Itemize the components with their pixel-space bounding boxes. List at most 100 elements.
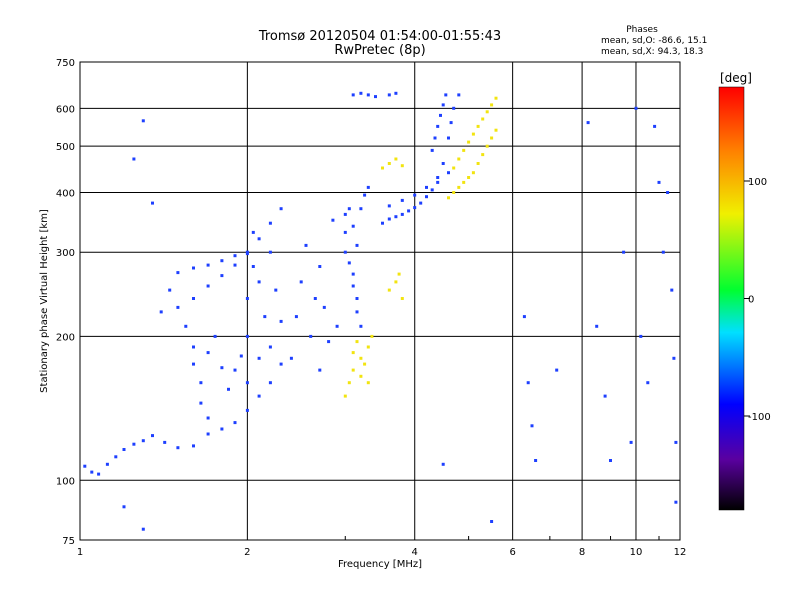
data-point <box>309 334 313 338</box>
data-point <box>436 124 440 128</box>
data-point <box>400 212 404 216</box>
data-point <box>318 368 322 372</box>
data-point <box>220 274 224 278</box>
data-point <box>370 334 374 338</box>
data-point <box>476 124 480 128</box>
data-point <box>176 305 180 309</box>
data-point <box>490 103 494 107</box>
data-point <box>471 171 475 175</box>
data-point <box>425 185 428 189</box>
data-point <box>646 381 650 385</box>
data-point <box>97 472 101 476</box>
data-point <box>206 284 210 288</box>
data-point <box>206 263 210 267</box>
data-point <box>381 221 384 225</box>
data-point <box>462 180 466 184</box>
data-point <box>279 362 283 366</box>
data-point <box>374 95 377 99</box>
data-point <box>366 185 370 189</box>
data-point <box>481 153 485 157</box>
chart-title: Tromsø 20120504 01:54:00-01:55:43 <box>258 29 501 44</box>
data-point <box>313 297 317 300</box>
legend-heading: Phases <box>626 25 658 35</box>
data-point <box>436 176 440 179</box>
data-point <box>245 252 249 256</box>
data-point <box>485 110 489 114</box>
data-point <box>257 280 261 284</box>
data-point <box>555 368 559 372</box>
data-point <box>413 206 417 210</box>
data-point <box>347 381 351 385</box>
y-tick-label: 75 <box>62 536 75 547</box>
data-point <box>132 157 136 161</box>
x-tick-label: 8 <box>579 547 585 558</box>
x-tick-label: 1 <box>77 547 83 558</box>
data-point <box>439 113 442 117</box>
colorbar-tick-label: 0 <box>748 295 754 306</box>
data-point <box>192 444 195 448</box>
chart-subtitle: RwPretec (8p) <box>334 43 425 58</box>
data-point <box>359 374 363 378</box>
colorbar-ticks: 100 0 -100 <box>744 177 771 423</box>
data-point <box>603 394 607 398</box>
data-point <box>366 93 370 97</box>
data-point <box>233 263 237 267</box>
data-point <box>122 448 126 451</box>
data-point <box>366 345 370 349</box>
data-point <box>343 394 347 398</box>
data-point <box>400 297 404 300</box>
data-point <box>159 310 163 314</box>
data-point <box>457 185 461 189</box>
data-point <box>318 265 322 268</box>
data-point <box>168 288 172 292</box>
data-point <box>257 356 261 360</box>
data-point <box>462 148 466 152</box>
data-point <box>176 446 180 450</box>
data-point <box>327 340 331 344</box>
data-point <box>413 193 417 197</box>
data-point <box>441 462 445 466</box>
data-point <box>122 505 126 509</box>
data-point <box>151 201 154 205</box>
x-axis-label: Frequency [MHz] <box>338 559 422 570</box>
data-point <box>239 354 243 358</box>
data-point <box>257 394 261 398</box>
data-point <box>351 368 355 372</box>
data-point <box>245 408 249 412</box>
data-point <box>467 140 471 144</box>
data-point <box>132 442 136 446</box>
data-point <box>245 381 249 385</box>
legend-line-o: mean, sd,O: -86.6, 15.1 <box>601 36 707 46</box>
data-point <box>359 324 363 328</box>
data-point <box>355 243 359 247</box>
data-point <box>394 91 398 95</box>
data-point <box>661 250 665 254</box>
data-point <box>294 315 298 319</box>
legend-line-x: mean, sd,X: 94.3, 18.3 <box>601 47 703 57</box>
data-point <box>351 93 355 97</box>
data-point <box>419 201 423 205</box>
data-point <box>355 310 359 314</box>
colorbar-label: [deg] <box>720 71 752 85</box>
data-point <box>430 188 434 192</box>
data-point <box>220 427 224 431</box>
data-point <box>192 297 195 300</box>
data-point <box>481 117 485 121</box>
data-point <box>206 432 210 436</box>
data-point <box>268 381 272 385</box>
data-point <box>351 272 355 276</box>
data-point <box>394 215 398 219</box>
data-point <box>387 217 391 221</box>
data-point <box>213 334 217 338</box>
data-point <box>347 207 351 211</box>
data-point <box>279 319 283 323</box>
data-point <box>268 345 272 349</box>
data-point <box>351 224 355 228</box>
data-point <box>351 284 355 288</box>
data-point <box>629 440 633 444</box>
data-point <box>381 166 384 170</box>
data-point <box>457 93 461 97</box>
data-point <box>268 250 272 254</box>
data-point <box>436 180 440 184</box>
